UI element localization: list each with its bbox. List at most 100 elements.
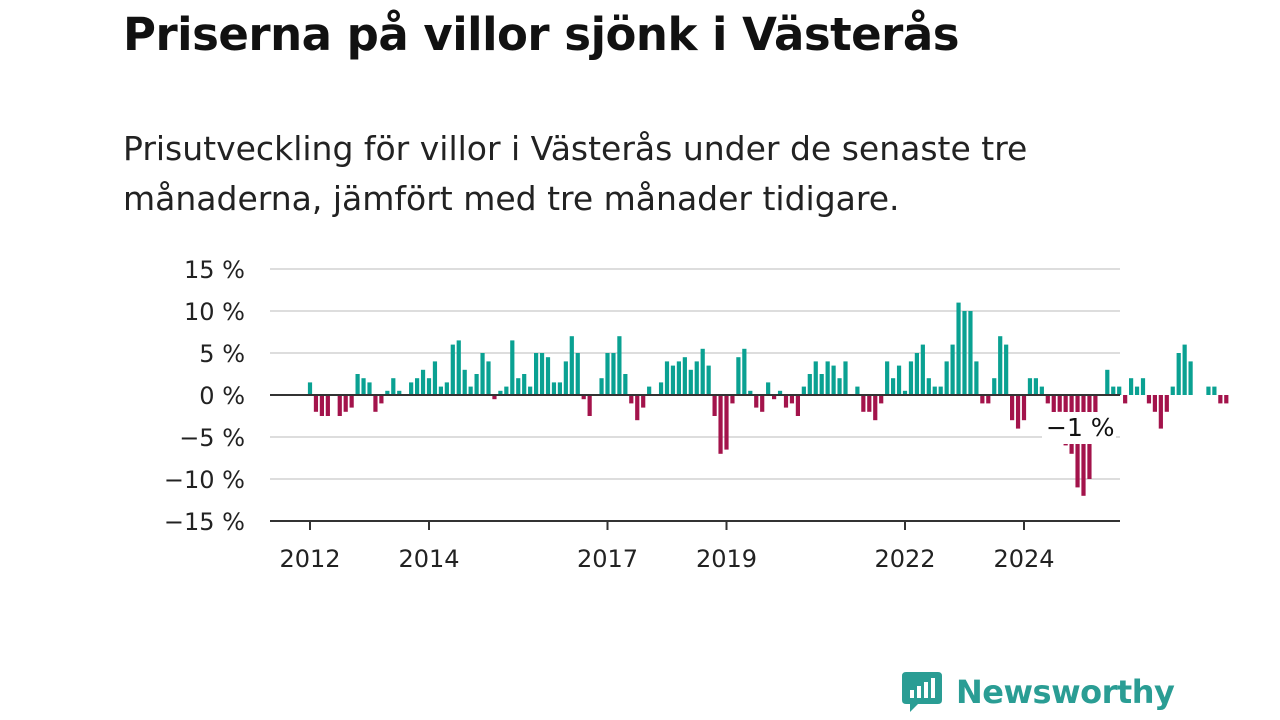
x-tick-label: 2012 <box>279 545 340 573</box>
bar <box>920 344 925 395</box>
bar <box>712 395 717 416</box>
y-tick-label: −15 % <box>164 508 245 536</box>
bar <box>1081 395 1086 496</box>
bar <box>456 340 461 395</box>
bar <box>748 390 753 395</box>
bar <box>361 378 366 395</box>
bar <box>694 361 699 395</box>
x-tick-label: 2014 <box>398 545 459 573</box>
bar <box>855 386 860 395</box>
bar <box>783 395 789 408</box>
bar <box>1134 386 1140 395</box>
bar <box>1105 369 1110 395</box>
bar <box>486 361 491 395</box>
bar <box>950 344 955 395</box>
bar <box>772 395 777 400</box>
bar <box>891 378 896 395</box>
bar <box>736 357 741 395</box>
bar <box>349 395 354 408</box>
y-tick-label: 10 % <box>184 298 245 326</box>
bar <box>355 374 360 395</box>
bar <box>1164 395 1169 412</box>
bar <box>760 395 765 412</box>
bar <box>1140 378 1146 395</box>
bar <box>438 386 443 395</box>
bar <box>1146 395 1152 404</box>
bar <box>605 353 610 395</box>
bar <box>766 382 771 395</box>
bar <box>468 386 473 395</box>
bar <box>879 395 884 404</box>
bar <box>307 382 313 395</box>
bar <box>1224 395 1229 404</box>
bar <box>658 382 664 395</box>
bar <box>575 353 580 395</box>
bar <box>992 378 997 395</box>
bar <box>379 395 384 404</box>
bar <box>1152 395 1157 412</box>
bar <box>1123 395 1128 404</box>
bar <box>480 353 485 395</box>
bar <box>742 348 747 395</box>
newsworthy-logo-icon <box>902 672 942 712</box>
x-tick-label: 2024 <box>993 545 1054 573</box>
bar <box>807 374 812 395</box>
bar <box>819 374 824 395</box>
bar <box>397 390 402 395</box>
bar <box>873 395 878 421</box>
x-tick-label: 2019 <box>696 545 757 573</box>
y-tick-label: 0 % <box>199 382 245 410</box>
bar <box>926 378 931 395</box>
bar <box>1021 395 1027 421</box>
bar <box>1051 395 1056 421</box>
bar <box>569 336 574 395</box>
bar <box>914 353 919 395</box>
bar <box>492 395 497 400</box>
bar <box>670 365 676 395</box>
y-tick-label: 15 % <box>184 256 245 284</box>
bar <box>962 311 967 395</box>
newsworthy-logo: Newsworthy <box>902 670 1175 714</box>
bar <box>426 378 432 395</box>
bar <box>1027 378 1033 395</box>
newsworthy-logo-text: Newsworthy <box>956 673 1175 711</box>
bar <box>617 336 622 395</box>
bar <box>754 395 759 408</box>
bar <box>474 374 479 395</box>
bar <box>837 378 842 395</box>
bar <box>724 395 729 450</box>
bar <box>319 395 324 416</box>
bar <box>504 386 509 395</box>
bar <box>801 386 806 395</box>
bar <box>1188 361 1193 395</box>
bar <box>974 361 979 395</box>
bar <box>1010 395 1015 421</box>
bar <box>641 395 646 408</box>
bar <box>1015 395 1021 429</box>
bar <box>789 395 795 404</box>
annotation-label: −1 % <box>1046 413 1115 442</box>
bar <box>325 395 330 416</box>
bar <box>629 395 634 404</box>
bar <box>1158 395 1163 429</box>
bar <box>998 336 1003 395</box>
bar <box>545 357 551 395</box>
bar <box>861 395 866 412</box>
bar <box>1117 386 1122 395</box>
bar <box>623 374 628 395</box>
bar <box>1129 378 1134 395</box>
bar <box>718 395 723 454</box>
bar <box>968 311 973 395</box>
bar <box>1176 353 1181 395</box>
y-tick-label: −10 % <box>164 466 245 494</box>
bar <box>510 340 515 395</box>
bar <box>534 353 539 395</box>
bar <box>420 369 426 395</box>
x-tick-label: 2017 <box>577 545 638 573</box>
bar <box>777 390 783 395</box>
bar <box>1033 378 1038 395</box>
bar <box>343 395 348 412</box>
bar <box>599 378 604 395</box>
bar <box>908 361 914 395</box>
bar <box>706 365 711 395</box>
